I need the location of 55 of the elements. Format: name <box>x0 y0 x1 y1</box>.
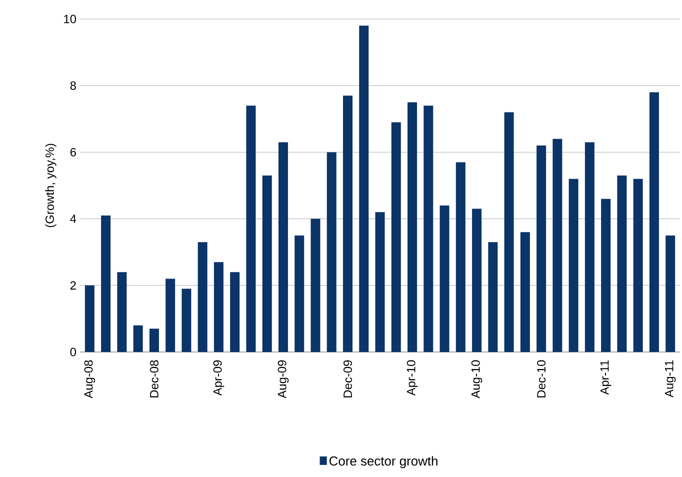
legend-label: Core sector growth <box>329 456 438 468</box>
y-tick-label: 6 <box>70 148 76 156</box>
bar <box>262 176 272 352</box>
bar <box>198 242 208 352</box>
bar <box>246 106 256 352</box>
bar <box>214 262 224 352</box>
bar <box>649 92 659 352</box>
bar <box>166 278 176 352</box>
bar <box>310 218 320 352</box>
bar <box>230 272 240 352</box>
bar <box>520 232 530 352</box>
bar <box>472 208 482 352</box>
bar <box>504 112 514 352</box>
bar <box>278 142 288 352</box>
bar <box>552 138 562 352</box>
bar <box>601 198 611 352</box>
x-tick-label: Apr-11 <box>600 360 612 395</box>
bar <box>375 212 385 352</box>
y-tick-label: 8 <box>70 81 76 90</box>
bar <box>568 178 578 352</box>
x-tick-label: Dec-08 <box>150 360 158 398</box>
x-tick-label: Aug-11 <box>664 360 676 398</box>
bar <box>294 235 304 352</box>
y-tick-label: 10 <box>64 14 76 24</box>
x-tick-label: Dec-10 <box>537 360 546 398</box>
x-tick-label: Apr-10 <box>406 360 418 396</box>
bar <box>408 102 418 352</box>
bar <box>101 215 111 352</box>
x-tick-label: Aug-08 <box>84 360 96 398</box>
bar <box>536 146 546 352</box>
bar <box>326 152 336 352</box>
bar <box>424 106 434 352</box>
bar <box>182 288 192 352</box>
bar <box>359 26 369 352</box>
bar <box>666 235 676 352</box>
y-tick-label: 0 <box>70 348 76 356</box>
bar <box>456 162 466 352</box>
bar <box>117 272 127 352</box>
bar <box>391 122 401 352</box>
y-axis-title: (Growth, yoy,%) <box>45 144 56 228</box>
x-tick-label: Apr-09 <box>213 360 224 396</box>
bar <box>440 205 450 352</box>
x-tick-label: Aug-09 <box>278 360 289 398</box>
bar <box>488 242 498 352</box>
bar <box>342 96 352 352</box>
bar <box>149 328 159 352</box>
y-tick-label: 2 <box>70 281 76 290</box>
bar <box>133 325 143 352</box>
bar <box>584 142 594 352</box>
x-tick-label: Aug-10 <box>471 360 482 398</box>
x-tick-label: Dec-09 <box>344 360 352 398</box>
bar <box>617 176 627 352</box>
bar <box>84 285 94 352</box>
y-tick-label: 4 <box>70 214 76 223</box>
bar <box>633 178 643 352</box>
